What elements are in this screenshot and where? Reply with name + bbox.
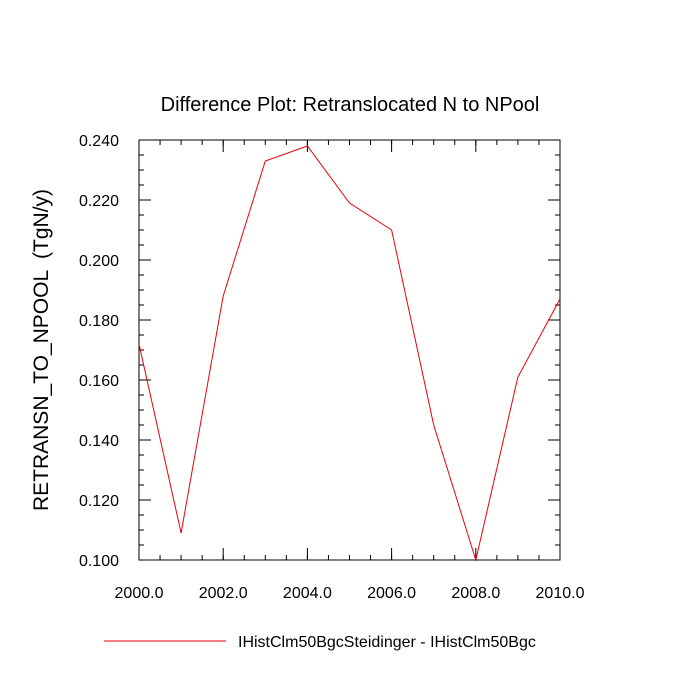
series-lines xyxy=(138,145,561,562)
legend: IHistClm50BgcSteidinger - IHistClm50Bgc xyxy=(104,634,536,651)
y-tick-labels: 0.100 0.120 0.140 0.160 0.180 0.200 0.220 0.240 xyxy=(79,133,119,570)
y-tick-label: 0.200 xyxy=(79,253,119,270)
x-tick-labels: 2000.0 2002.0 2004.0 2006.0 2008.0 2010.0 xyxy=(115,585,585,602)
y-tick-label: 0.180 xyxy=(79,313,119,330)
y-tick-label: 0.120 xyxy=(79,493,119,510)
x-tick-label: 2010.0 xyxy=(536,585,585,602)
x-tick-label: 2006.0 xyxy=(367,585,416,602)
y-tick-label: 0.240 xyxy=(79,133,119,150)
x-tick-label: 2004.0 xyxy=(283,585,332,602)
legend-label: IHistClm50BgcSteidinger - IHistClm50Bgc xyxy=(238,634,536,651)
y-tick-label: 0.140 xyxy=(79,433,119,450)
x-tick-label: 2002.0 xyxy=(199,585,248,602)
series-line xyxy=(138,145,561,562)
y-tick-label: 0.160 xyxy=(79,373,119,390)
y-tick-label: 0.100 xyxy=(79,553,119,570)
chart-title: Difference Plot: Retranslocated N to NPo… xyxy=(161,94,540,116)
y-tick-label: 0.220 xyxy=(79,193,119,210)
x-tick-label: 2000.0 xyxy=(115,585,164,602)
x-tick-label: 2008.0 xyxy=(451,585,500,602)
y-axis-label: RETRANSN_TO_NPOOL (TgN/y) xyxy=(30,189,53,511)
